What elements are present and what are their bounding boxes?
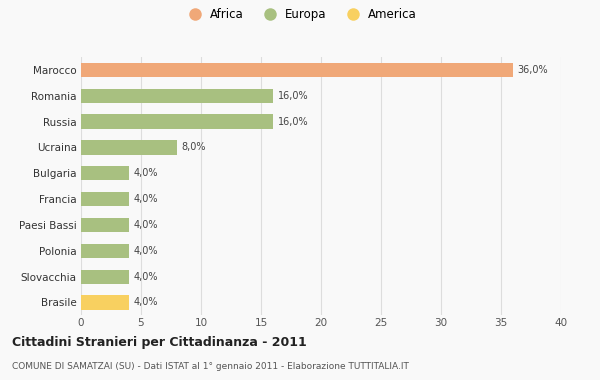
Text: 36,0%: 36,0% bbox=[518, 65, 548, 75]
Bar bbox=[81, 295, 129, 310]
Text: 4,0%: 4,0% bbox=[134, 194, 158, 204]
Bar bbox=[81, 89, 273, 103]
Bar bbox=[81, 63, 513, 77]
Bar bbox=[81, 192, 129, 206]
Legend: Africa, Europa, America: Africa, Europa, America bbox=[183, 8, 417, 21]
Text: 4,0%: 4,0% bbox=[134, 246, 158, 256]
Text: 8,0%: 8,0% bbox=[182, 142, 206, 152]
Text: 16,0%: 16,0% bbox=[278, 91, 308, 101]
Text: 16,0%: 16,0% bbox=[278, 117, 308, 127]
Bar bbox=[81, 166, 129, 180]
Text: 4,0%: 4,0% bbox=[134, 220, 158, 230]
Bar bbox=[81, 114, 273, 129]
Text: 4,0%: 4,0% bbox=[134, 298, 158, 307]
Bar bbox=[81, 244, 129, 258]
Text: 4,0%: 4,0% bbox=[134, 168, 158, 178]
Bar bbox=[81, 269, 129, 284]
Bar bbox=[81, 140, 177, 155]
Text: Cittadini Stranieri per Cittadinanza - 2011: Cittadini Stranieri per Cittadinanza - 2… bbox=[12, 336, 307, 349]
Text: COMUNE DI SAMATZAI (SU) - Dati ISTAT al 1° gennaio 2011 - Elaborazione TUTTITALI: COMUNE DI SAMATZAI (SU) - Dati ISTAT al … bbox=[12, 362, 409, 371]
Bar bbox=[81, 218, 129, 232]
Text: 4,0%: 4,0% bbox=[134, 272, 158, 282]
